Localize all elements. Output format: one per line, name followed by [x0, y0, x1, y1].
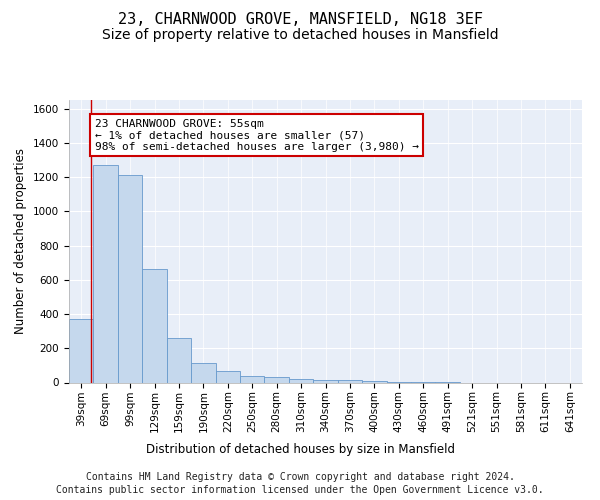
Bar: [215, 372, 240, 382]
Bar: [142, 268, 167, 382]
Bar: [289, 378, 313, 382]
Text: 23, CHARNWOOD GROVE, MANSFIELD, NG18 3EF: 23, CHARNWOOD GROVE, MANSFIELD, NG18 3EF: [118, 12, 482, 28]
Text: 23 CHARNWOOD GROVE: 55sqm
← 1% of detached houses are smaller (57)
98% of semi-d: 23 CHARNWOOD GROVE: 55sqm ← 1% of detach…: [95, 119, 419, 152]
Bar: [94, 165, 118, 382]
Y-axis label: Number of detached properties: Number of detached properties: [14, 148, 28, 334]
Bar: [118, 176, 142, 382]
Bar: [191, 363, 215, 382]
Bar: [338, 380, 362, 382]
Text: Distribution of detached houses by size in Mansfield: Distribution of detached houses by size …: [146, 442, 455, 456]
Bar: [265, 378, 289, 382]
Bar: [313, 380, 338, 382]
Bar: [362, 381, 386, 382]
Text: Size of property relative to detached houses in Mansfield: Size of property relative to detached ho…: [101, 28, 499, 42]
Text: Contains HM Land Registry data © Crown copyright and database right 2024.: Contains HM Land Registry data © Crown c…: [86, 472, 514, 482]
Bar: [69, 319, 94, 382]
Bar: [240, 376, 265, 382]
Bar: [167, 338, 191, 382]
Text: Contains public sector information licensed under the Open Government Licence v3: Contains public sector information licen…: [56, 485, 544, 495]
